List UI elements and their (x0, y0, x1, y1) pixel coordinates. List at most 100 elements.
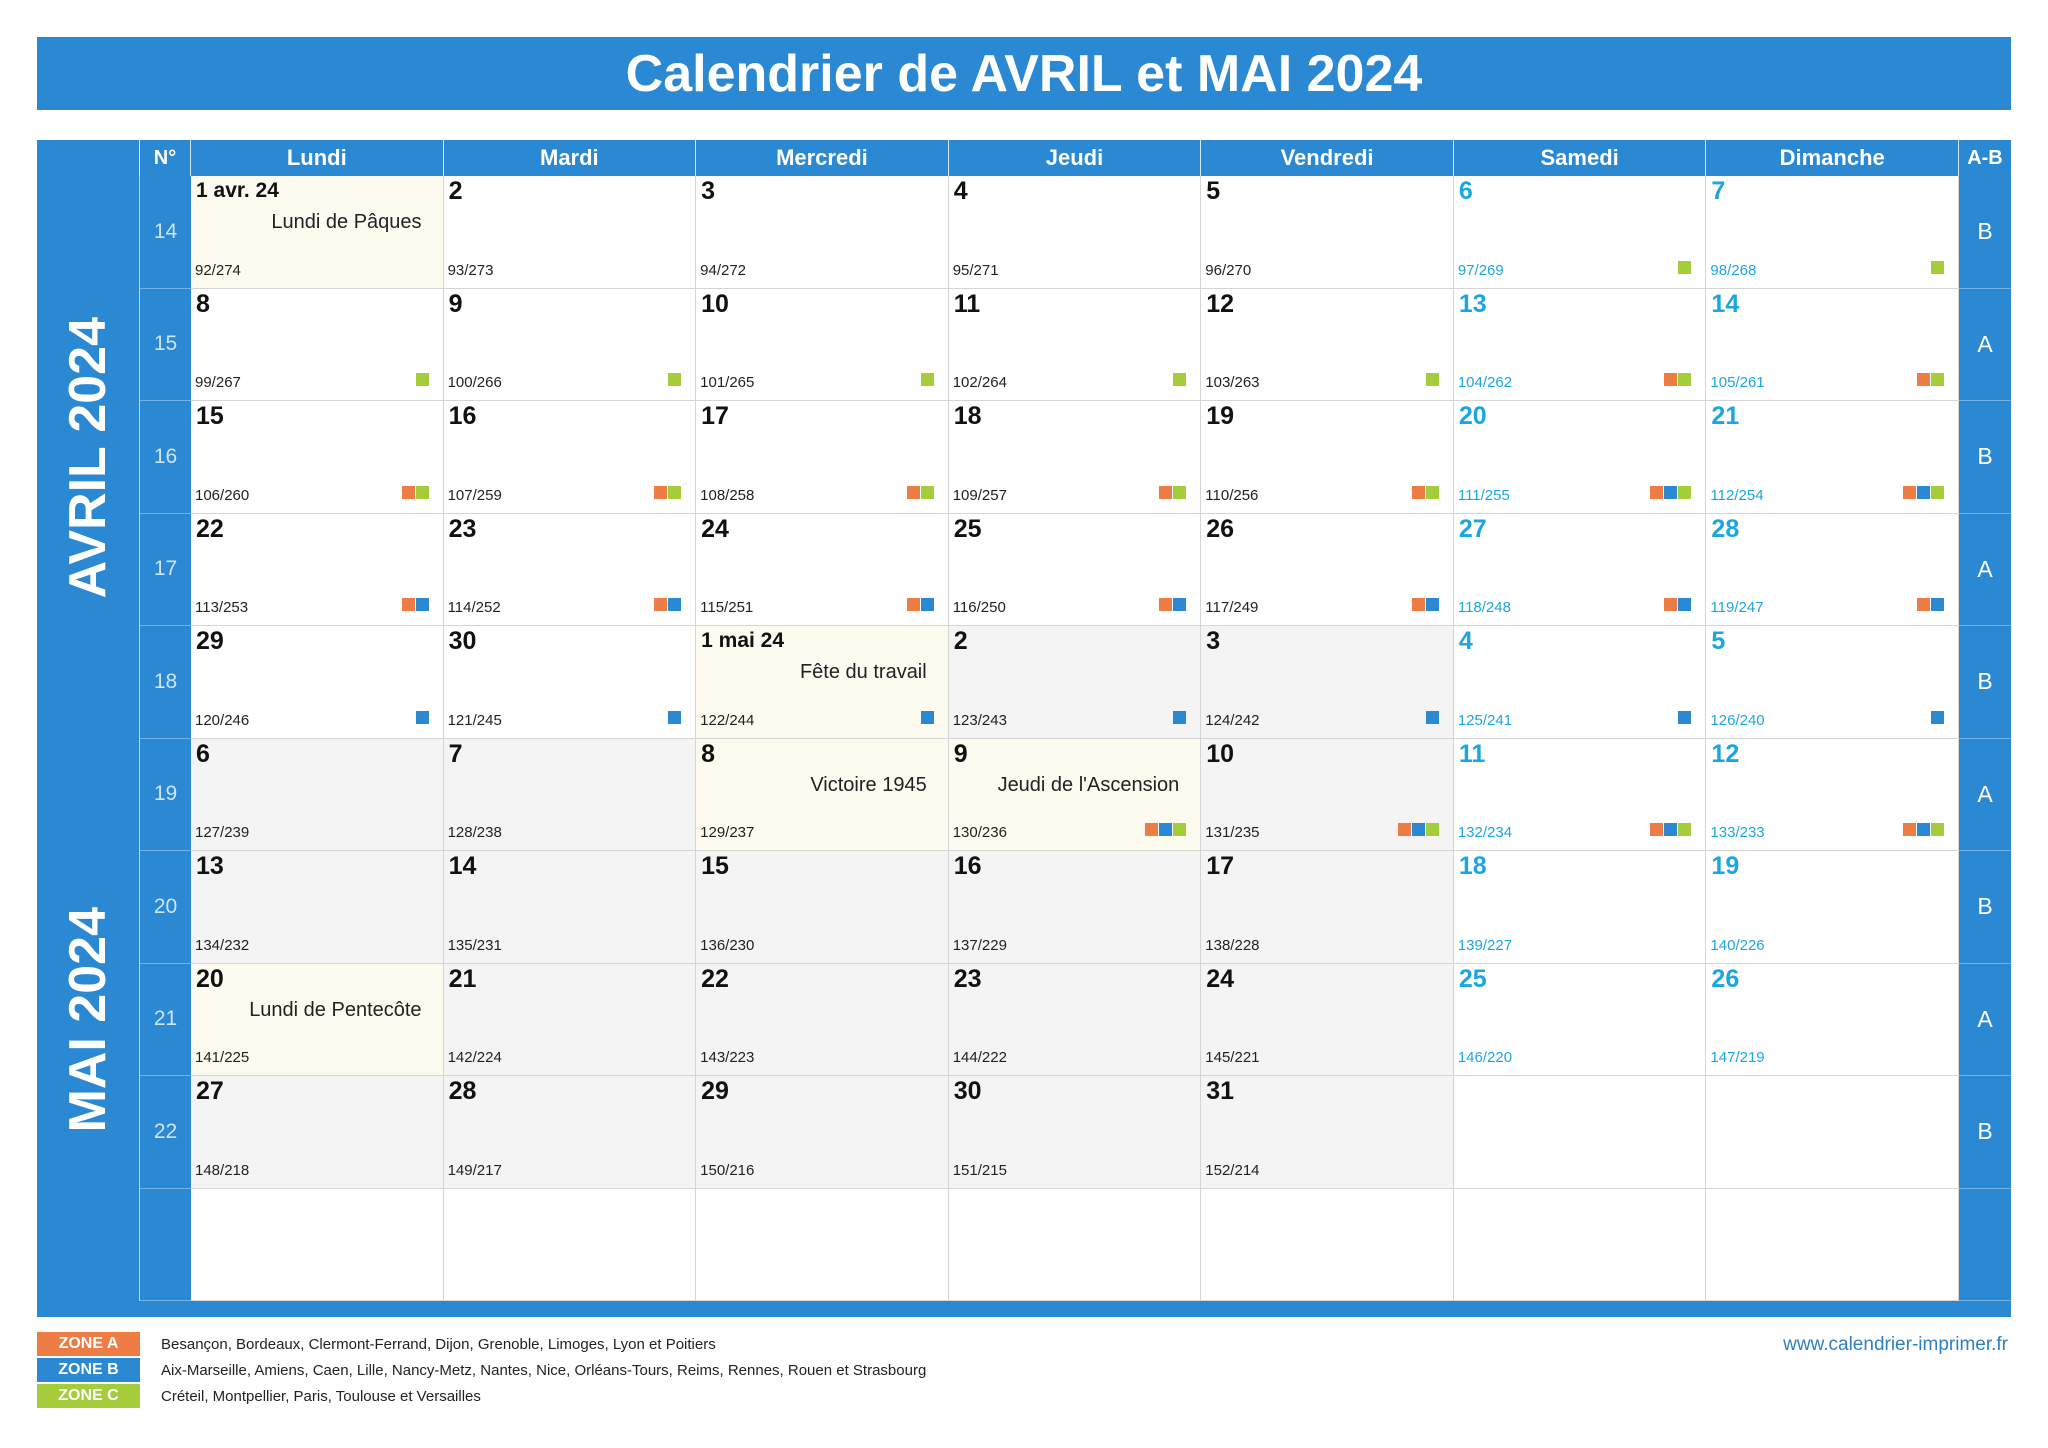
day-cell: 2 123/243 (948, 626, 1202, 739)
day-cell: 19 140/226 (1706, 851, 1959, 964)
zone-b-marker (1664, 823, 1678, 836)
day-of-year: 119/247 (1710, 599, 1764, 616)
day-number: 20 (196, 964, 224, 993)
header-day-mardi: Mardi (444, 140, 697, 176)
school-holiday-zones (1425, 710, 1439, 724)
day-number: 23 (953, 964, 982, 993)
zone-c-marker (920, 485, 934, 499)
zone-a-marker (401, 598, 415, 611)
week-number: 14 (140, 176, 191, 289)
day-of-year: 141/225 (195, 1049, 250, 1066)
zone-a-marker (1159, 485, 1173, 499)
day-cell: 26 117/249 (1201, 513, 1454, 626)
empty-day-cell (443, 1188, 697, 1301)
zone-c-marker (1425, 823, 1439, 836)
school-holiday-zones (415, 710, 429, 724)
day-number: 30 (448, 627, 477, 655)
legend-row-zone-b: ZONE B Aix-Marseille, Amiens, Caen, Lill… (37, 1358, 926, 1382)
zone-b-marker (1930, 710, 1944, 724)
day-number: 12 (1711, 739, 1740, 768)
day-cell: 21 142/224 (443, 963, 697, 1076)
zone-b-marker (1159, 823, 1173, 836)
day-number: 11 (953, 289, 981, 318)
day-number: 17 (701, 402, 729, 430)
zone-c-marker (668, 485, 682, 499)
day-number: 21 (1711, 402, 1740, 430)
zone-c-marker (415, 485, 429, 499)
day-number: 18 (1458, 852, 1487, 880)
day-of-year: 110/256 (1205, 486, 1259, 504)
school-holiday-zones (1664, 598, 1692, 611)
day-cell: 25 146/220 (1453, 963, 1707, 1076)
day-number: 22 (701, 964, 729, 993)
empty-day-cell (948, 1188, 1202, 1301)
day-cell: 8 99/267 (191, 288, 444, 401)
day-cell: 6 97/269 (1453, 176, 1707, 289)
day-number: 10 (701, 289, 729, 318)
day-of-year: 122/244 (700, 711, 755, 729)
day-cell: 10 101/265 (696, 288, 949, 401)
day-number: 24 (701, 514, 729, 543)
day-of-year: 112/254 (1710, 486, 1764, 504)
zone-b-marker (1916, 485, 1930, 499)
zone-a-marker (1664, 373, 1678, 386)
day-number: 18 (953, 402, 982, 430)
day-cell: 5 126/240 (1706, 626, 1959, 739)
day-of-year: 149/217 (447, 1161, 502, 1179)
day-of-year: 146/220 (1457, 1049, 1513, 1066)
day-cell: 9 100/266 (443, 288, 697, 401)
ab-week-letter (1958, 1188, 2011, 1301)
day-of-year: 105/261 (1710, 374, 1765, 391)
day-cell: 24 145/221 (1201, 963, 1454, 1076)
week-number: 22 (140, 1076, 191, 1189)
day-cell: 3 124/242 (1201, 626, 1454, 739)
zone-b-marker (1916, 823, 1930, 836)
page-title: Calendrier de AVRIL et MAI 2024 (625, 44, 1423, 103)
day-number: 23 (448, 514, 477, 543)
zone-b-marker (1930, 598, 1944, 611)
empty-day-cell (1453, 1076, 1707, 1189)
day-of-year: 92/274 (195, 261, 241, 279)
month-column: AVRIL 2024 MAI 2024 (37, 176, 140, 1301)
day-cell: 4 125/241 (1453, 626, 1707, 739)
zone-a-marker (1650, 485, 1664, 499)
day-of-year: 139/227 (1457, 936, 1513, 954)
school-holiday-zones (1411, 485, 1439, 499)
week-number: 17 (140, 513, 191, 626)
empty-day-cell (1706, 1076, 1959, 1189)
day-of-year: 130/236 (952, 824, 1007, 841)
day-number: 4 (1458, 627, 1473, 655)
day-cell: 17 138/228 (1201, 851, 1454, 964)
day-number: 25 (1458, 964, 1487, 993)
day-cell: 15 106/260 (191, 401, 444, 514)
day-cell: 17 108/258 (696, 401, 949, 514)
day-of-year: 96/270 (1205, 261, 1252, 279)
school-holiday-zones (668, 710, 682, 724)
day-cell: 23 144/222 (948, 963, 1202, 1076)
school-holiday-zones (1650, 823, 1692, 836)
day-cell: 24 115/251 (696, 513, 949, 626)
school-holiday-zones (1916, 598, 1944, 611)
legend-row-zone-c: ZONE C Créteil, Montpellier, Paris, Toul… (37, 1384, 926, 1408)
day-number: 1 mai 24 (701, 629, 785, 652)
school-holiday-zones (1159, 598, 1187, 611)
empty-day-cell (191, 1188, 444, 1301)
zone-c-badge: ZONE C (37, 1384, 140, 1408)
header-day-dimanche: Dimanche (1706, 140, 1959, 176)
day-cell: 28 119/247 (1706, 513, 1959, 626)
day-number: 22 (196, 514, 224, 543)
day-number: 21 (448, 964, 477, 993)
zone-c-marker (668, 373, 682, 386)
day-cell: 29 150/216 (696, 1076, 949, 1189)
day-number: 7 (448, 739, 463, 768)
day-of-year: 144/222 (952, 1049, 1007, 1066)
empty-day-cell (696, 1188, 949, 1301)
day-cell: 16 137/229 (948, 851, 1202, 964)
day-number: 28 (1711, 514, 1740, 543)
day-number: 13 (196, 852, 224, 880)
zone-a-badge: ZONE A (37, 1332, 140, 1356)
day-of-year: 121/245 (447, 711, 502, 729)
day-cell: 19 110/256 (1201, 401, 1454, 514)
day-number: 7 (1711, 177, 1726, 205)
day-of-year: 102/264 (952, 374, 1007, 391)
